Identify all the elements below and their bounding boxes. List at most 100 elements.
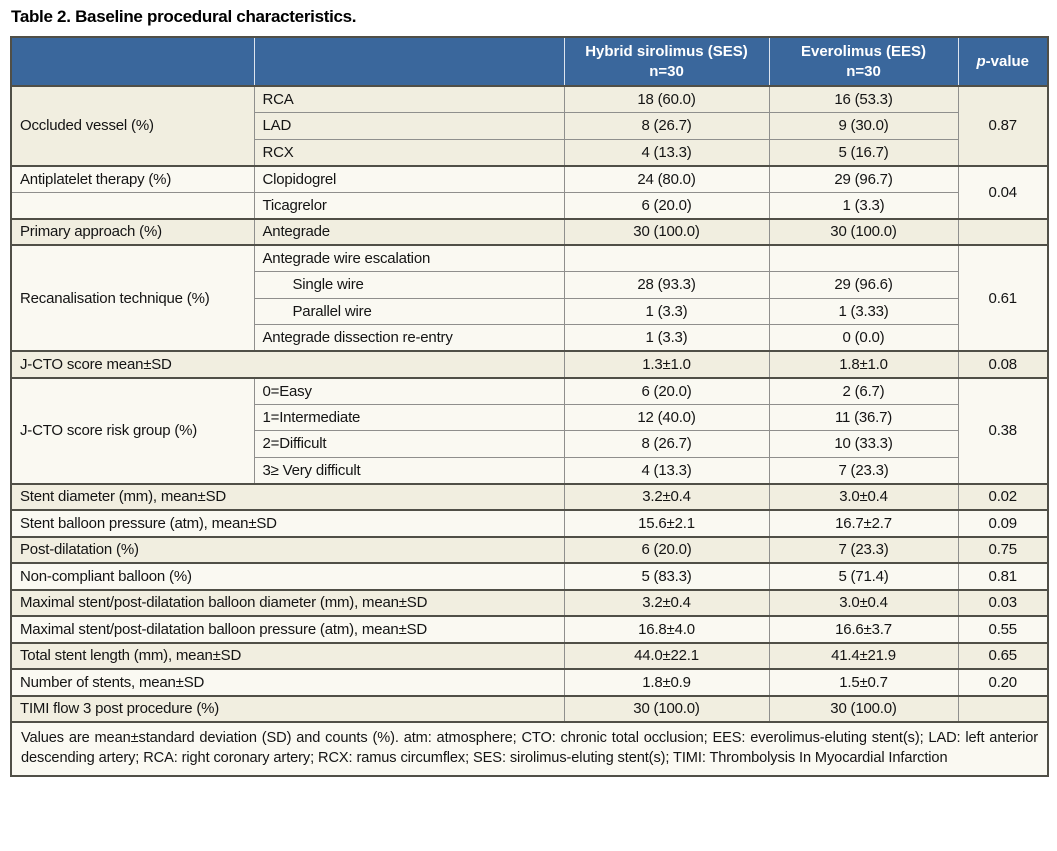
ses-value: 24 (80.0)	[563, 164, 770, 193]
ees-value: 16.6±3.7	[768, 615, 959, 643]
ees-value: 9 (30.0)	[768, 112, 959, 140]
ses-value: 5 (83.3)	[563, 562, 770, 590]
ses-value: 1 (3.3)	[563, 297, 770, 325]
ses-value: 8 (26.7)	[563, 430, 770, 458]
ees-value: 1 (3.3)	[768, 191, 959, 219]
ees-value: 0 (0.0)	[768, 324, 959, 352]
row-sub-label: RCX	[253, 138, 565, 166]
ees-value: 29 (96.7)	[768, 164, 959, 193]
ees-value: 7 (23.3)	[768, 456, 959, 484]
ees-value: 1.5±0.7	[768, 668, 959, 696]
row-sub-label: RCA	[253, 85, 565, 113]
ees-value: 30 (100.0)	[768, 694, 959, 723]
table-row: Parallel wire 1 (3.3) 1 (3.33)	[11, 297, 1048, 325]
table-row: Ticagrelor 6 (20.0) 1 (3.3)	[10, 191, 1048, 219]
ses-value: 28 (93.3)	[563, 271, 770, 299]
row-sub-label: 2=Difficult	[253, 430, 565, 458]
footnote-row: Values are mean±standard deviation (SD) …	[10, 720, 1049, 777]
ees-value: 10 (33.3)	[768, 430, 959, 458]
p-suffix: -value	[985, 52, 1030, 70]
table-title: Table 2. Baseline procedural characteris…	[11, 7, 357, 26]
row-label: Number of stents, mean±SD	[10, 668, 565, 696]
header-ses-column: Hybrid sirolimus (SES) n=30	[563, 37, 769, 86]
ees-value: 1 (3.33)	[768, 297, 959, 325]
p-value: 0.38	[957, 376, 1049, 484]
ses-value: 44.0±22.1	[563, 641, 770, 670]
header-ses-label: Hybrid sirolimus (SES)	[585, 43, 748, 60]
row-sub-label: Single wire	[253, 271, 565, 299]
row-label: Primary approach (%)	[10, 217, 255, 246]
header-ees-column: Everolimus (EES) n=30	[768, 37, 958, 86]
ees-value: 30 (100.0)	[768, 217, 959, 246]
p-italic: p	[976, 52, 986, 70]
p-value: 0.08	[957, 350, 1049, 378]
row-sub-label: Ticagrelor	[253, 191, 565, 219]
ees-value: 11 (36.7)	[768, 403, 959, 431]
p-value: 0.87	[957, 85, 1049, 166]
row-label: Stent diameter (mm), mean±SD	[10, 482, 565, 511]
p-value: 0.61	[957, 244, 1049, 352]
ees-value: 16 (53.3)	[768, 85, 959, 113]
ses-value: 1.8±0.9	[563, 668, 770, 696]
row-sub-label: Parallel wire	[253, 297, 565, 325]
row-label: Total stent length (mm), mean±SD	[10, 641, 565, 670]
row-sub-label: Clopidogrel	[253, 164, 565, 193]
ees-value: 7 (23.3)	[768, 535, 959, 564]
ees-value: 41.4±21.9	[768, 641, 959, 670]
ees-value: 16.7±2.7	[768, 509, 959, 537]
table-row: J-CTO score risk group (%) 0=Easy 6 (20.…	[10, 376, 1049, 484]
table-container: Table 2. Baseline procedural characteris…	[10, 7, 1049, 778]
ees-value: 5 (16.7)	[768, 138, 959, 166]
baseline-characteristics-table: Hybrid sirolimus (SES) n=30 Everolimus (…	[10, 36, 1049, 778]
table-row: Primary approach (%) Antegrade 30 (100.0…	[10, 217, 1049, 246]
ees-value	[768, 244, 959, 272]
table-row: J-CTO score mean±SD 1.3±1.0 1.8±1.0 0.08	[10, 350, 1049, 378]
ses-value	[563, 244, 770, 272]
header-ees-label: Everolimus (EES)	[800, 43, 927, 60]
p-value: 0.04	[957, 164, 1049, 219]
table-row: Non-compliant balloon (%) 5 (83.3) 5 (71…	[10, 562, 1049, 590]
row-label: Maximal stent/post-dilatation balloon di…	[10, 588, 565, 617]
row-sub-label: 0=Easy	[253, 376, 565, 405]
ses-value: 16.8±4.0	[563, 615, 770, 643]
header-category-cell	[11, 37, 254, 86]
p-value: 0.20	[957, 668, 1049, 696]
ses-value: 12 (40.0)	[563, 403, 770, 431]
table-row: Total stent length (mm), mean±SD 44.0±22…	[10, 641, 1049, 670]
row-sub-label: LAD	[253, 112, 565, 140]
table-footnote: Values are mean±standard deviation (SD) …	[10, 720, 1049, 777]
p-value: 0.55	[957, 615, 1049, 643]
ses-value: 15.6±2.1	[563, 509, 770, 537]
row-label: Antiplatelet therapy (%)	[10, 164, 255, 193]
header-ees-n: n=30	[846, 62, 881, 80]
ses-value: 6 (20.0)	[563, 535, 770, 564]
p-value	[957, 694, 1049, 723]
row-sub-label: Antegrade wire escalation	[253, 244, 565, 272]
row-label: J-CTO score mean±SD	[10, 350, 565, 378]
ees-value: 5 (71.4)	[768, 562, 959, 590]
p-value: 0.09	[957, 509, 1049, 537]
row-label: TIMI flow 3 post procedure (%)	[10, 694, 565, 723]
row-label: Maximal stent/post-dilatation balloon pr…	[10, 615, 565, 643]
ses-value: 3.2±0.4	[563, 588, 770, 617]
table-row: Recanalisation technique (%) Antegrade w…	[10, 244, 1049, 352]
ees-value: 3.0±0.4	[768, 588, 959, 617]
ees-value: 29 (96.6)	[768, 271, 959, 299]
ees-value: 1.8±1.0	[768, 350, 959, 378]
ses-value: 1 (3.3)	[563, 324, 770, 352]
ses-value: 6 (20.0)	[563, 376, 770, 405]
ees-value: 3.0±0.4	[768, 482, 959, 511]
ses-value: 30 (100.0)	[563, 694, 770, 723]
header-row: Hybrid sirolimus (SES) n=30 Everolimus (…	[11, 37, 1048, 86]
p-value: 0.65	[957, 641, 1049, 670]
ses-value: 4 (13.3)	[563, 138, 770, 166]
table-row: 2=Difficult 8 (26.7) 10 (33.3)	[11, 430, 1048, 458]
row-sub-label: 3≥ Very difficult	[253, 456, 565, 484]
ses-value: 30 (100.0)	[563, 217, 770, 246]
row-label: J-CTO score risk group (%)	[10, 376, 255, 484]
row-sub-label: Antegrade dissection re-entry	[253, 324, 565, 352]
header-ses-n: n=30	[649, 62, 684, 80]
table-row: Maximal stent/post-dilatation balloon di…	[10, 588, 1049, 617]
ses-value: 8 (26.7)	[563, 112, 770, 140]
table-row: Maximal stent/post-dilatation balloon pr…	[10, 615, 1049, 643]
